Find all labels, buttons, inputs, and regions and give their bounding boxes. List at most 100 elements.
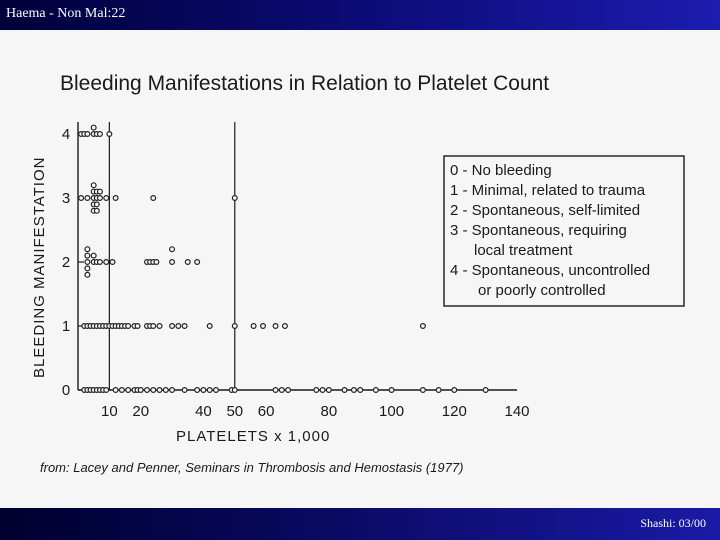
data-point	[231, 323, 238, 330]
y-tick-label: 3	[62, 190, 70, 207]
chart-points	[78, 124, 489, 394]
data-point	[181, 387, 188, 394]
data-point	[125, 387, 132, 394]
data-point	[250, 323, 257, 330]
legend-box	[443, 155, 685, 307]
data-point	[388, 387, 395, 394]
data-point	[272, 387, 279, 394]
source-citation: from: Lacey and Penner, Seminars in Thro…	[40, 460, 463, 475]
data-point	[278, 387, 285, 394]
data-point	[200, 387, 207, 394]
data-point	[325, 387, 332, 394]
slide-header-title: Haema - Non Mal:22	[6, 6, 126, 21]
data-point	[78, 195, 85, 202]
data-point	[231, 195, 238, 202]
chart-title: Bleeding Manifestations in Relation to P…	[60, 72, 549, 95]
x-tick-label: 140	[504, 403, 529, 420]
data-point	[206, 387, 213, 394]
data-point	[169, 259, 176, 266]
data-point	[84, 195, 91, 202]
scatter-chart: Bleeding Manifestations in Relation to P…	[31, 72, 685, 475]
data-point	[482, 387, 489, 394]
data-point	[103, 259, 110, 266]
data-point	[419, 387, 426, 394]
legend-item-3-continued: local treatment	[474, 242, 573, 259]
data-point	[84, 246, 91, 253]
data-point	[181, 323, 188, 330]
x-tick-label: 10	[101, 403, 118, 420]
legend: 0 - No bleeding 1 - Minimal, related to …	[443, 155, 685, 307]
data-point	[451, 387, 458, 394]
data-point	[84, 259, 91, 266]
y-tick-label: 1	[62, 318, 70, 335]
slide-footer-text: Shashi: 03/00	[640, 516, 706, 530]
data-point	[169, 323, 176, 330]
data-point	[96, 259, 103, 266]
data-point	[194, 387, 201, 394]
data-point	[156, 387, 163, 394]
x-tick-label: 20	[132, 403, 149, 420]
data-point	[206, 323, 213, 330]
data-point	[184, 259, 191, 266]
data-point	[162, 387, 169, 394]
legend-item-2: 2 - Spontaneous, self-limited	[450, 202, 640, 219]
data-point	[90, 252, 97, 259]
data-point	[125, 323, 132, 330]
data-point	[357, 387, 364, 394]
data-point	[231, 387, 238, 394]
data-point	[350, 387, 357, 394]
data-point	[212, 387, 219, 394]
data-point	[169, 246, 176, 253]
header-bar: Haema - Non Mal:22	[0, 0, 720, 30]
data-point	[169, 387, 176, 394]
legend-item-1: 1 - Minimal, related to trauma	[450, 182, 646, 199]
data-point	[150, 387, 157, 394]
data-point	[90, 124, 97, 131]
legend-item-4-continued: or poorly controlled	[478, 282, 606, 299]
data-point	[150, 323, 157, 330]
legend-item-3: 3 - Spontaneous, requiring	[450, 222, 627, 239]
data-point	[175, 323, 182, 330]
data-point	[90, 182, 97, 189]
x-tick-label: 60	[258, 403, 275, 420]
data-point	[153, 259, 160, 266]
data-point	[106, 130, 113, 137]
y-tick-label: 0	[62, 382, 70, 399]
x-tick-label: 100	[379, 403, 404, 420]
chart-ticks: 10 20 40 50 60 80 100 120 140 0 1 2 3 4	[62, 126, 530, 420]
data-point	[112, 195, 119, 202]
data-point	[93, 201, 100, 208]
data-point	[93, 207, 100, 214]
legend-item-4: 4 - Spontaneous, uncontrolled	[450, 262, 650, 279]
data-point	[194, 259, 201, 266]
data-point	[419, 323, 426, 330]
data-point	[112, 387, 119, 394]
data-point	[103, 195, 110, 202]
x-tick-label: 80	[321, 403, 338, 420]
data-point	[372, 387, 379, 394]
data-point	[134, 323, 141, 330]
slide-content: Bleeding Manifestations in Relation to P…	[0, 30, 720, 508]
data-point	[103, 387, 110, 394]
data-point	[143, 387, 150, 394]
data-point	[285, 387, 292, 394]
data-point	[84, 130, 91, 137]
data-point	[118, 387, 125, 394]
data-point	[260, 323, 267, 330]
data-point	[341, 387, 348, 394]
legend-item-0: 0 - No bleeding	[450, 162, 552, 179]
data-point	[150, 195, 157, 202]
data-point	[272, 323, 279, 330]
data-point	[84, 271, 91, 278]
data-point	[96, 195, 103, 202]
x-tick-label: 120	[442, 403, 467, 420]
x-tick-label: 50	[226, 403, 243, 420]
y-tick-label: 4	[62, 126, 70, 143]
data-point	[156, 323, 163, 330]
data-point	[96, 130, 103, 137]
data-point	[313, 387, 320, 394]
y-axis-label: BLEEDING MANIFESTATION	[31, 157, 48, 378]
footer-bar: Shashi: 03/00	[0, 508, 720, 540]
data-point	[84, 265, 91, 272]
y-tick-label: 2	[62, 254, 70, 271]
